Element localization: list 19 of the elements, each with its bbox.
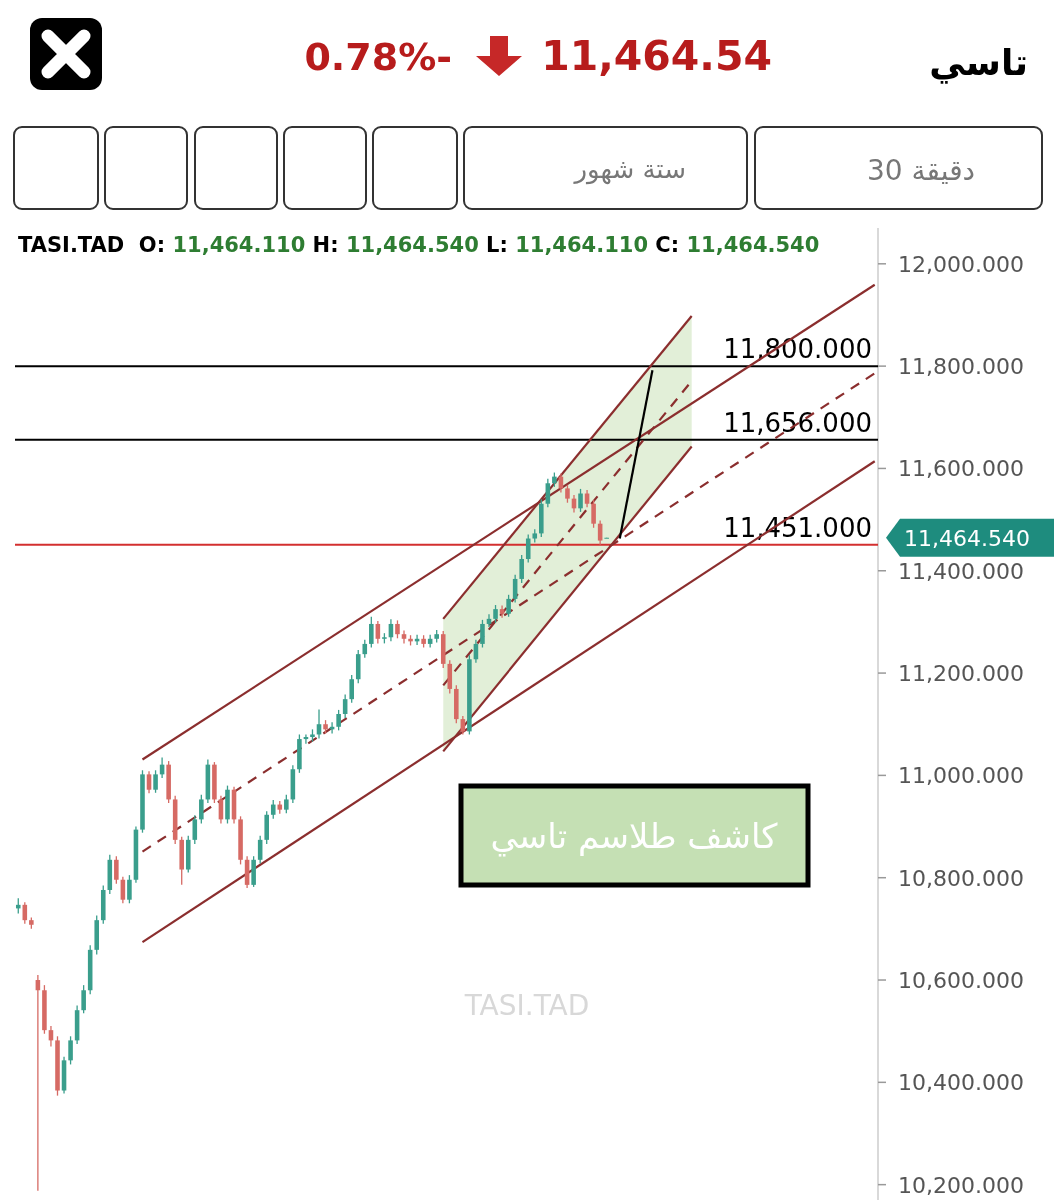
annotation: TASI.TAD O: 11,464.110 H: 11,464.540 L: 11,464.110 C: 11,464.540 [18,233,820,257]
y-tick-label: 10,400.000 [898,1070,1024,1096]
text: تاسي [929,42,1028,84]
y-tick-label: 11,000.000 [898,763,1024,789]
y-tick-label: 12,000.000 [898,251,1024,277]
y-tick-label: 11,200.000 [898,661,1024,687]
text: 11,464.540 [904,525,1030,551]
annotation: كاشف طلاسم تاسي [490,816,779,857]
y-tick-label: 10,200.000 [898,1172,1024,1198]
text: 30 دقيقة [866,154,975,187]
y-tick-label: 10,600.000 [898,968,1024,994]
y-tick-label: 11,800.000 [898,354,1024,380]
y-tick-label: 10,800.000 [898,865,1024,891]
text: ستة شهور [572,154,686,185]
ref-line-label: 11,656.000 [723,407,872,438]
text: 0.78%- [304,35,452,79]
y-tick-label: 11,400.000 [898,558,1024,584]
y-tick-label: 11,600.000 [898,456,1024,482]
text: 11,464.54 [541,32,772,80]
